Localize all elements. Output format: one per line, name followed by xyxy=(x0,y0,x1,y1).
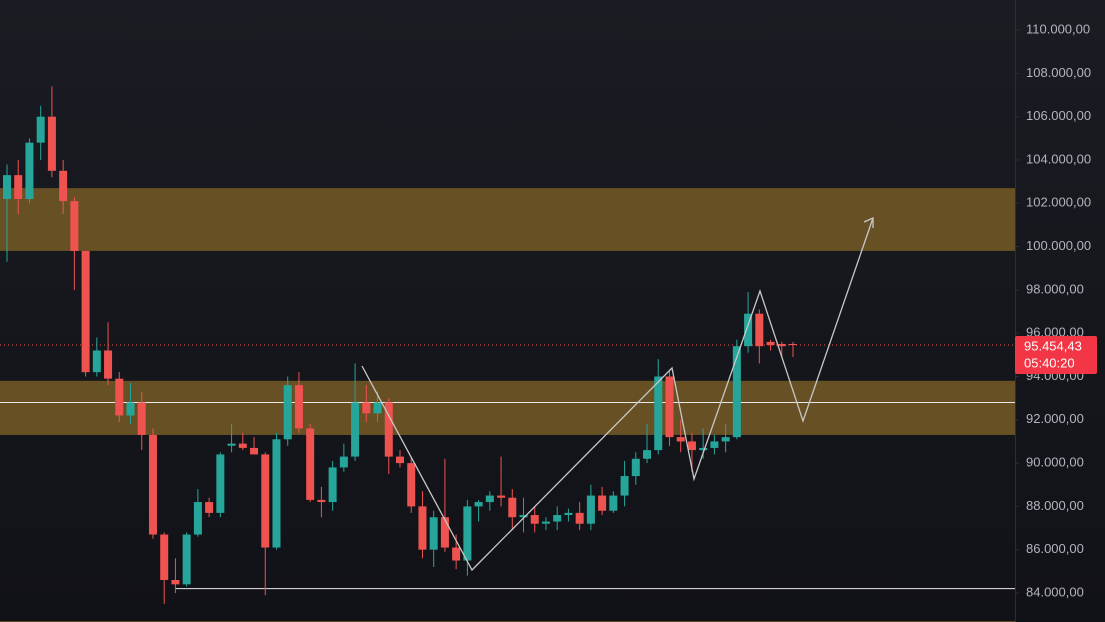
candle-body xyxy=(485,495,494,503)
candle-body xyxy=(373,402,382,414)
price-tag-bg xyxy=(1015,336,1097,374)
candle-body xyxy=(631,458,640,477)
candle-body xyxy=(396,456,404,464)
candle-body xyxy=(227,443,236,446)
trend-drawing xyxy=(361,216,874,572)
candle-body xyxy=(766,341,775,346)
candle-body xyxy=(564,512,573,516)
last-price: 95.454,43 xyxy=(1024,338,1082,353)
candle-body xyxy=(351,402,360,457)
candle-body xyxy=(732,346,741,438)
candle-body xyxy=(171,579,180,585)
candle-body xyxy=(407,463,416,507)
candle-body xyxy=(70,201,79,251)
candle-body xyxy=(182,534,191,585)
zone xyxy=(0,188,1015,251)
candle-body xyxy=(676,437,685,442)
candle-body xyxy=(575,512,584,524)
candle-body xyxy=(418,506,427,550)
candle-body xyxy=(92,350,101,373)
y-tick-label: 86.000,00 xyxy=(1026,541,1084,556)
candle-body xyxy=(193,502,202,535)
candle-body xyxy=(115,378,124,416)
arrow-head xyxy=(863,216,874,228)
candle-body xyxy=(429,517,438,550)
candle-body xyxy=(687,441,696,451)
candle-body xyxy=(81,250,90,373)
y-tick-label: 108.000,00 xyxy=(1026,65,1091,80)
candle-body xyxy=(609,495,618,511)
candle-body xyxy=(362,402,371,414)
candle-body xyxy=(328,467,337,503)
y-tick-label: 98.000,00 xyxy=(1026,281,1084,296)
candle-body xyxy=(654,376,663,451)
candle-body xyxy=(148,434,157,535)
candle-body xyxy=(497,495,506,498)
candle-body xyxy=(25,142,34,199)
candle-body xyxy=(294,385,303,429)
candle-body xyxy=(755,313,764,347)
candle-body xyxy=(710,441,719,448)
y-tick-label: 92.000,00 xyxy=(1026,411,1084,426)
y-tick-label: 88.000,00 xyxy=(1026,498,1084,513)
candle-body xyxy=(620,476,629,496)
countdown: 05:40:20 xyxy=(1024,355,1075,370)
candle-body xyxy=(789,344,797,346)
candle-body xyxy=(699,447,708,451)
candle-body xyxy=(452,547,461,561)
price-tag: 95.454,43 05:40:20 xyxy=(1015,336,1097,374)
candle-body xyxy=(14,175,23,199)
projection-path xyxy=(361,217,874,572)
candle-body xyxy=(586,495,595,524)
candle-body xyxy=(126,402,135,416)
candle-body xyxy=(519,515,528,518)
y-tick-label: 100.000,00 xyxy=(1026,238,1091,253)
candle-body xyxy=(272,439,281,548)
candle-body xyxy=(36,116,45,143)
y-tick-label: 104.000,00 xyxy=(1026,151,1091,166)
candle-body xyxy=(508,497,517,518)
candle-body xyxy=(463,506,472,561)
candle-body xyxy=(306,428,315,500)
y-tick-label: 102.000,00 xyxy=(1026,195,1091,210)
candle-body xyxy=(777,344,786,347)
candle-body xyxy=(160,534,169,580)
candle-body xyxy=(317,499,326,503)
zone xyxy=(0,380,1015,435)
candle-body xyxy=(530,515,539,524)
candle-body xyxy=(598,495,607,511)
candle-body xyxy=(721,437,730,442)
candle-body xyxy=(205,502,214,513)
candle-body xyxy=(3,175,11,199)
candle-body xyxy=(474,502,483,507)
candle-body xyxy=(283,385,292,440)
candle-body xyxy=(440,517,449,548)
y-tick-label: 96.000,00 xyxy=(1026,325,1084,340)
candle-body xyxy=(250,447,259,455)
y-tick-label: 90.000,00 xyxy=(1026,455,1084,470)
candle-body xyxy=(47,116,56,171)
y-tick-label: 84.000,00 xyxy=(1026,584,1084,599)
candle-body xyxy=(104,350,113,379)
candle-body xyxy=(216,454,225,513)
candle-body xyxy=(553,515,562,522)
candle-body xyxy=(744,313,753,347)
candle-body xyxy=(339,456,348,468)
candle-body xyxy=(665,376,674,438)
y-tick-label: 106.000,00 xyxy=(1026,108,1091,123)
candle-body xyxy=(384,402,393,457)
candle-body xyxy=(643,450,652,459)
y-tick-label: 110.000,00 xyxy=(1026,22,1090,37)
candle-body xyxy=(541,521,550,524)
candle-body xyxy=(137,402,146,435)
candle-body xyxy=(59,170,68,202)
candle-body xyxy=(238,443,247,448)
candle-body xyxy=(261,454,270,548)
